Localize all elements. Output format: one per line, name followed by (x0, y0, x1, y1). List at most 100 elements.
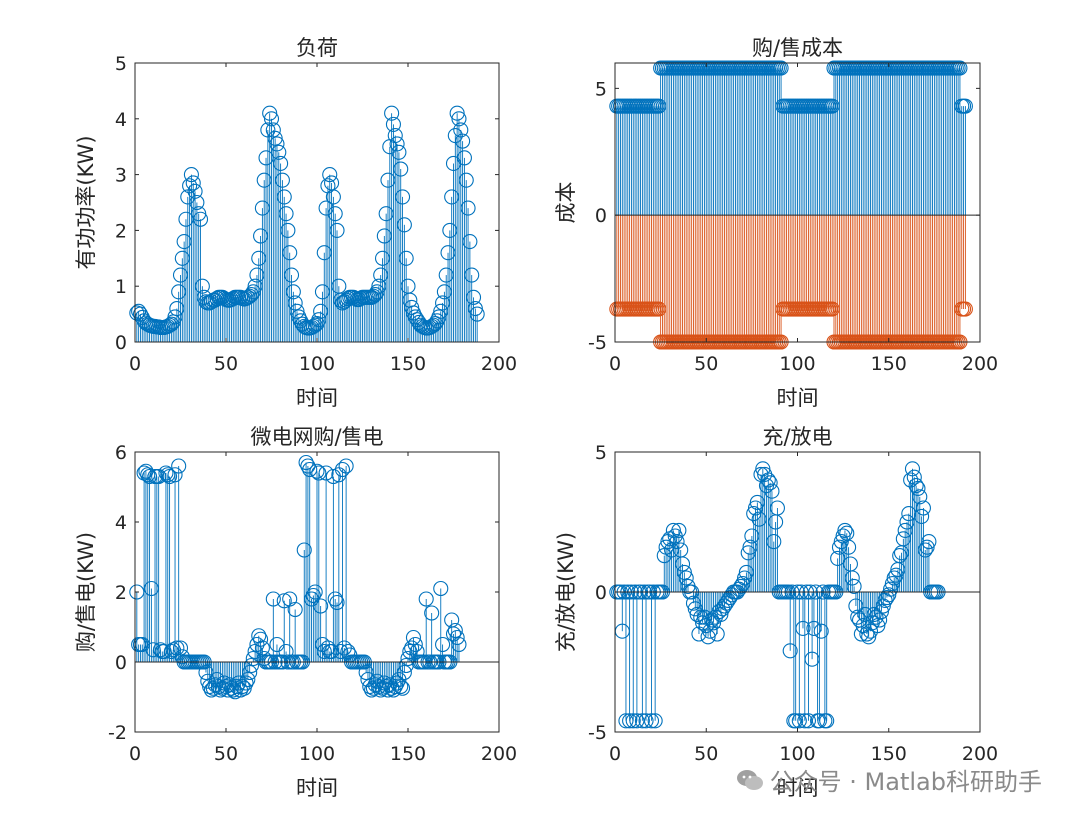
stem-marker (904, 461, 921, 477)
y-tick-label: 0 (595, 205, 607, 227)
stem-marker (469, 306, 485, 322)
stem-marker (305, 587, 321, 604)
y-axis-label: 有功功率(KW) (74, 135, 98, 269)
stem-marker (364, 682, 380, 698)
stem-marker (405, 629, 422, 646)
stem-marker (800, 713, 817, 729)
x-tick-label: 0 (609, 743, 621, 765)
stem-marker (334, 461, 351, 478)
subplot-title: 微电网购/售电 (250, 425, 383, 449)
x-tick-label: 150 (390, 743, 426, 765)
stem-marker (465, 289, 482, 305)
subplot-title: 充/放电 (762, 425, 832, 449)
stem-marker (187, 183, 203, 199)
stem-marker (449, 105, 465, 121)
stem-marker (407, 636, 423, 653)
stem-marker (216, 290, 232, 307)
stem-marker (908, 478, 924, 494)
stem-marker (167, 467, 183, 483)
stem-marker (396, 217, 412, 233)
stem-marker (140, 467, 156, 483)
stem-marker (318, 465, 334, 481)
y-tick-label: 3 (115, 165, 127, 187)
stem-marker (841, 539, 857, 555)
stem-marker (912, 489, 928, 505)
stem-marker (837, 522, 853, 538)
stem-marker (671, 522, 687, 538)
stem-marker (456, 150, 472, 166)
stem-marker (866, 606, 882, 622)
stem-marker (433, 580, 449, 597)
x-tick-label: 0 (129, 743, 141, 765)
stem-marker (300, 458, 316, 474)
stem-marker (302, 461, 318, 478)
stem-marker (758, 478, 775, 494)
stem-marker (253, 631, 269, 647)
stem-marker (700, 629, 716, 645)
stem-marker (674, 556, 691, 572)
stem-marker (162, 468, 178, 485)
stem-marker (634, 713, 650, 729)
series-1 (609, 461, 946, 729)
stem-marker (788, 713, 804, 729)
stem-marker (262, 105, 278, 121)
stem-marker (813, 623, 829, 639)
stem-marker (242, 664, 258, 681)
stem-marker (760, 472, 776, 488)
stem-marker (169, 640, 185, 656)
stem-marker (158, 465, 174, 481)
stem-marker (391, 144, 407, 160)
y-tick-label: 2 (115, 582, 127, 604)
stem-marker (289, 303, 305, 319)
stem-marker (762, 475, 778, 491)
stem-marker (182, 178, 198, 194)
stem-marker (917, 542, 933, 558)
x-tick-label: 150 (390, 353, 426, 375)
stem-marker (282, 245, 298, 261)
stem-marker (254, 640, 270, 656)
stem-marker (238, 675, 254, 691)
stem-marker (709, 626, 725, 642)
stem-marker (172, 640, 189, 656)
stem-marker (676, 564, 692, 580)
stem-marker (921, 534, 937, 550)
stem-marker (467, 300, 483, 317)
stem-marker (294, 316, 310, 332)
stem-marker (915, 500, 931, 516)
stem-marker (844, 570, 860, 586)
x-axis-label: 时间 (296, 386, 338, 410)
stem-marker (394, 680, 411, 696)
stem-marker (387, 127, 403, 144)
x-tick-label: 0 (609, 353, 621, 375)
x-tick-label: 150 (871, 353, 907, 375)
stem-marker (914, 508, 930, 524)
y-tick-label: 4 (115, 109, 127, 131)
stem-marker (957, 301, 973, 317)
stem-series-group (609, 60, 973, 350)
stem-marker (647, 713, 663, 729)
stem-marker (171, 458, 187, 474)
stem-marker (385, 116, 401, 132)
x-tick-label: 100 (779, 353, 815, 375)
stem-marker (850, 609, 866, 625)
stem-series-group (609, 461, 946, 729)
series-2 (609, 215, 973, 350)
y-tick-label: 1 (115, 276, 127, 298)
x-axis-label: 时间 (777, 776, 819, 800)
stem-marker (191, 206, 207, 222)
stem-marker (669, 534, 685, 550)
y-tick-label: 0 (115, 652, 127, 674)
stem-marker (404, 299, 420, 315)
stem-marker (460, 200, 476, 216)
stem-marker (881, 587, 897, 603)
watermark-text: 公众号 · Matlab科研助手 (769, 768, 1042, 796)
y-tick-label: -2 (108, 722, 127, 744)
stem-marker (424, 605, 440, 621)
stem-marker (287, 601, 303, 618)
stem-marker (418, 591, 434, 607)
stem-marker (870, 618, 886, 634)
